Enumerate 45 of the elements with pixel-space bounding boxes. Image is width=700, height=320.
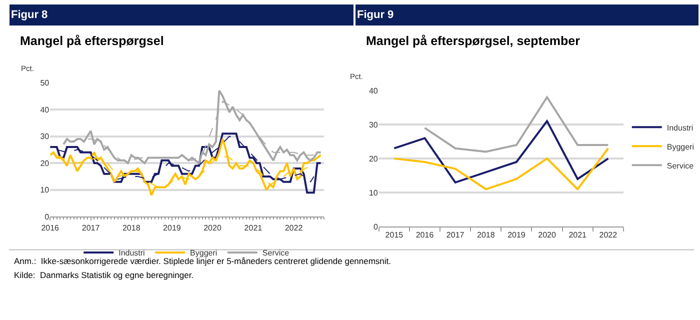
- y-tick-label: 0: [44, 212, 50, 222]
- y-tick-label: 30: [368, 120, 378, 130]
- x-tick-label: 2018: [476, 230, 496, 240]
- line-series: [393, 120, 610, 184]
- x-tick-label: 2022: [599, 230, 618, 240]
- x-tick-label: 2019: [508, 230, 526, 240]
- line-series: [393, 147, 610, 190]
- x-tick-label: 2022: [284, 223, 304, 232]
- y-tick-label: 20: [368, 154, 378, 164]
- legend-label: Industri: [118, 248, 146, 258]
- x-tick-label: 2021: [244, 223, 263, 232]
- line-series: [56, 154, 314, 188]
- y-tick-label: 30: [40, 132, 50, 142]
- y-tick-label: 10: [40, 186, 50, 195]
- y-tick-label: 20: [40, 158, 50, 168]
- y-tick-label: 40: [368, 86, 378, 96]
- y-tick-label: 10: [368, 188, 378, 198]
- text: Figur 8: [11, 9, 48, 21]
- legend-label: Byggeri: [190, 248, 218, 258]
- x-tick-label: 2016: [416, 230, 434, 240]
- text: Kilde: Danmarks Statistik og egne beregninger.: [14, 270, 194, 280]
- legend-label: Industri: [666, 123, 694, 132]
- x-tick-label: 2017: [446, 230, 465, 240]
- line-series: [70, 100, 314, 161]
- x-tick-label: 2018: [122, 223, 141, 232]
- legend-label: Byggeri: [666, 142, 694, 152]
- x-tick-label: 2019: [163, 223, 182, 232]
- x-tick-label: 2015: [385, 230, 404, 240]
- y-tick-label: 50: [40, 78, 50, 88]
- text: Figur 9: [357, 9, 394, 21]
- line-series: [62, 90, 322, 164]
- text: Anm.: Ikke-sæsonkorrigerede værdier. Stiplede linjer er 5-måneders centreret glidende gennemsnit.: [14, 256, 392, 266]
- legend-label: Service: [666, 161, 694, 170]
- x-tick-label: 2020: [538, 230, 556, 240]
- chart-title: Mangel på efterspørgsel: [20, 34, 164, 48]
- y-tick-label: 0: [373, 222, 378, 232]
- legend-label: Service: [262, 248, 290, 258]
- x-tick-label: 2020: [204, 223, 222, 232]
- line-series: [424, 96, 610, 153]
- y-tick-label: 40: [40, 105, 50, 114]
- x-tick-label: 2016: [41, 223, 60, 232]
- line-series: [56, 136, 314, 182]
- x-tick-label: 2021: [568, 230, 588, 240]
- chart-title: Mangel på efterspørgsel, september: [366, 34, 580, 48]
- x-tick-label: 2017: [82, 223, 100, 232]
